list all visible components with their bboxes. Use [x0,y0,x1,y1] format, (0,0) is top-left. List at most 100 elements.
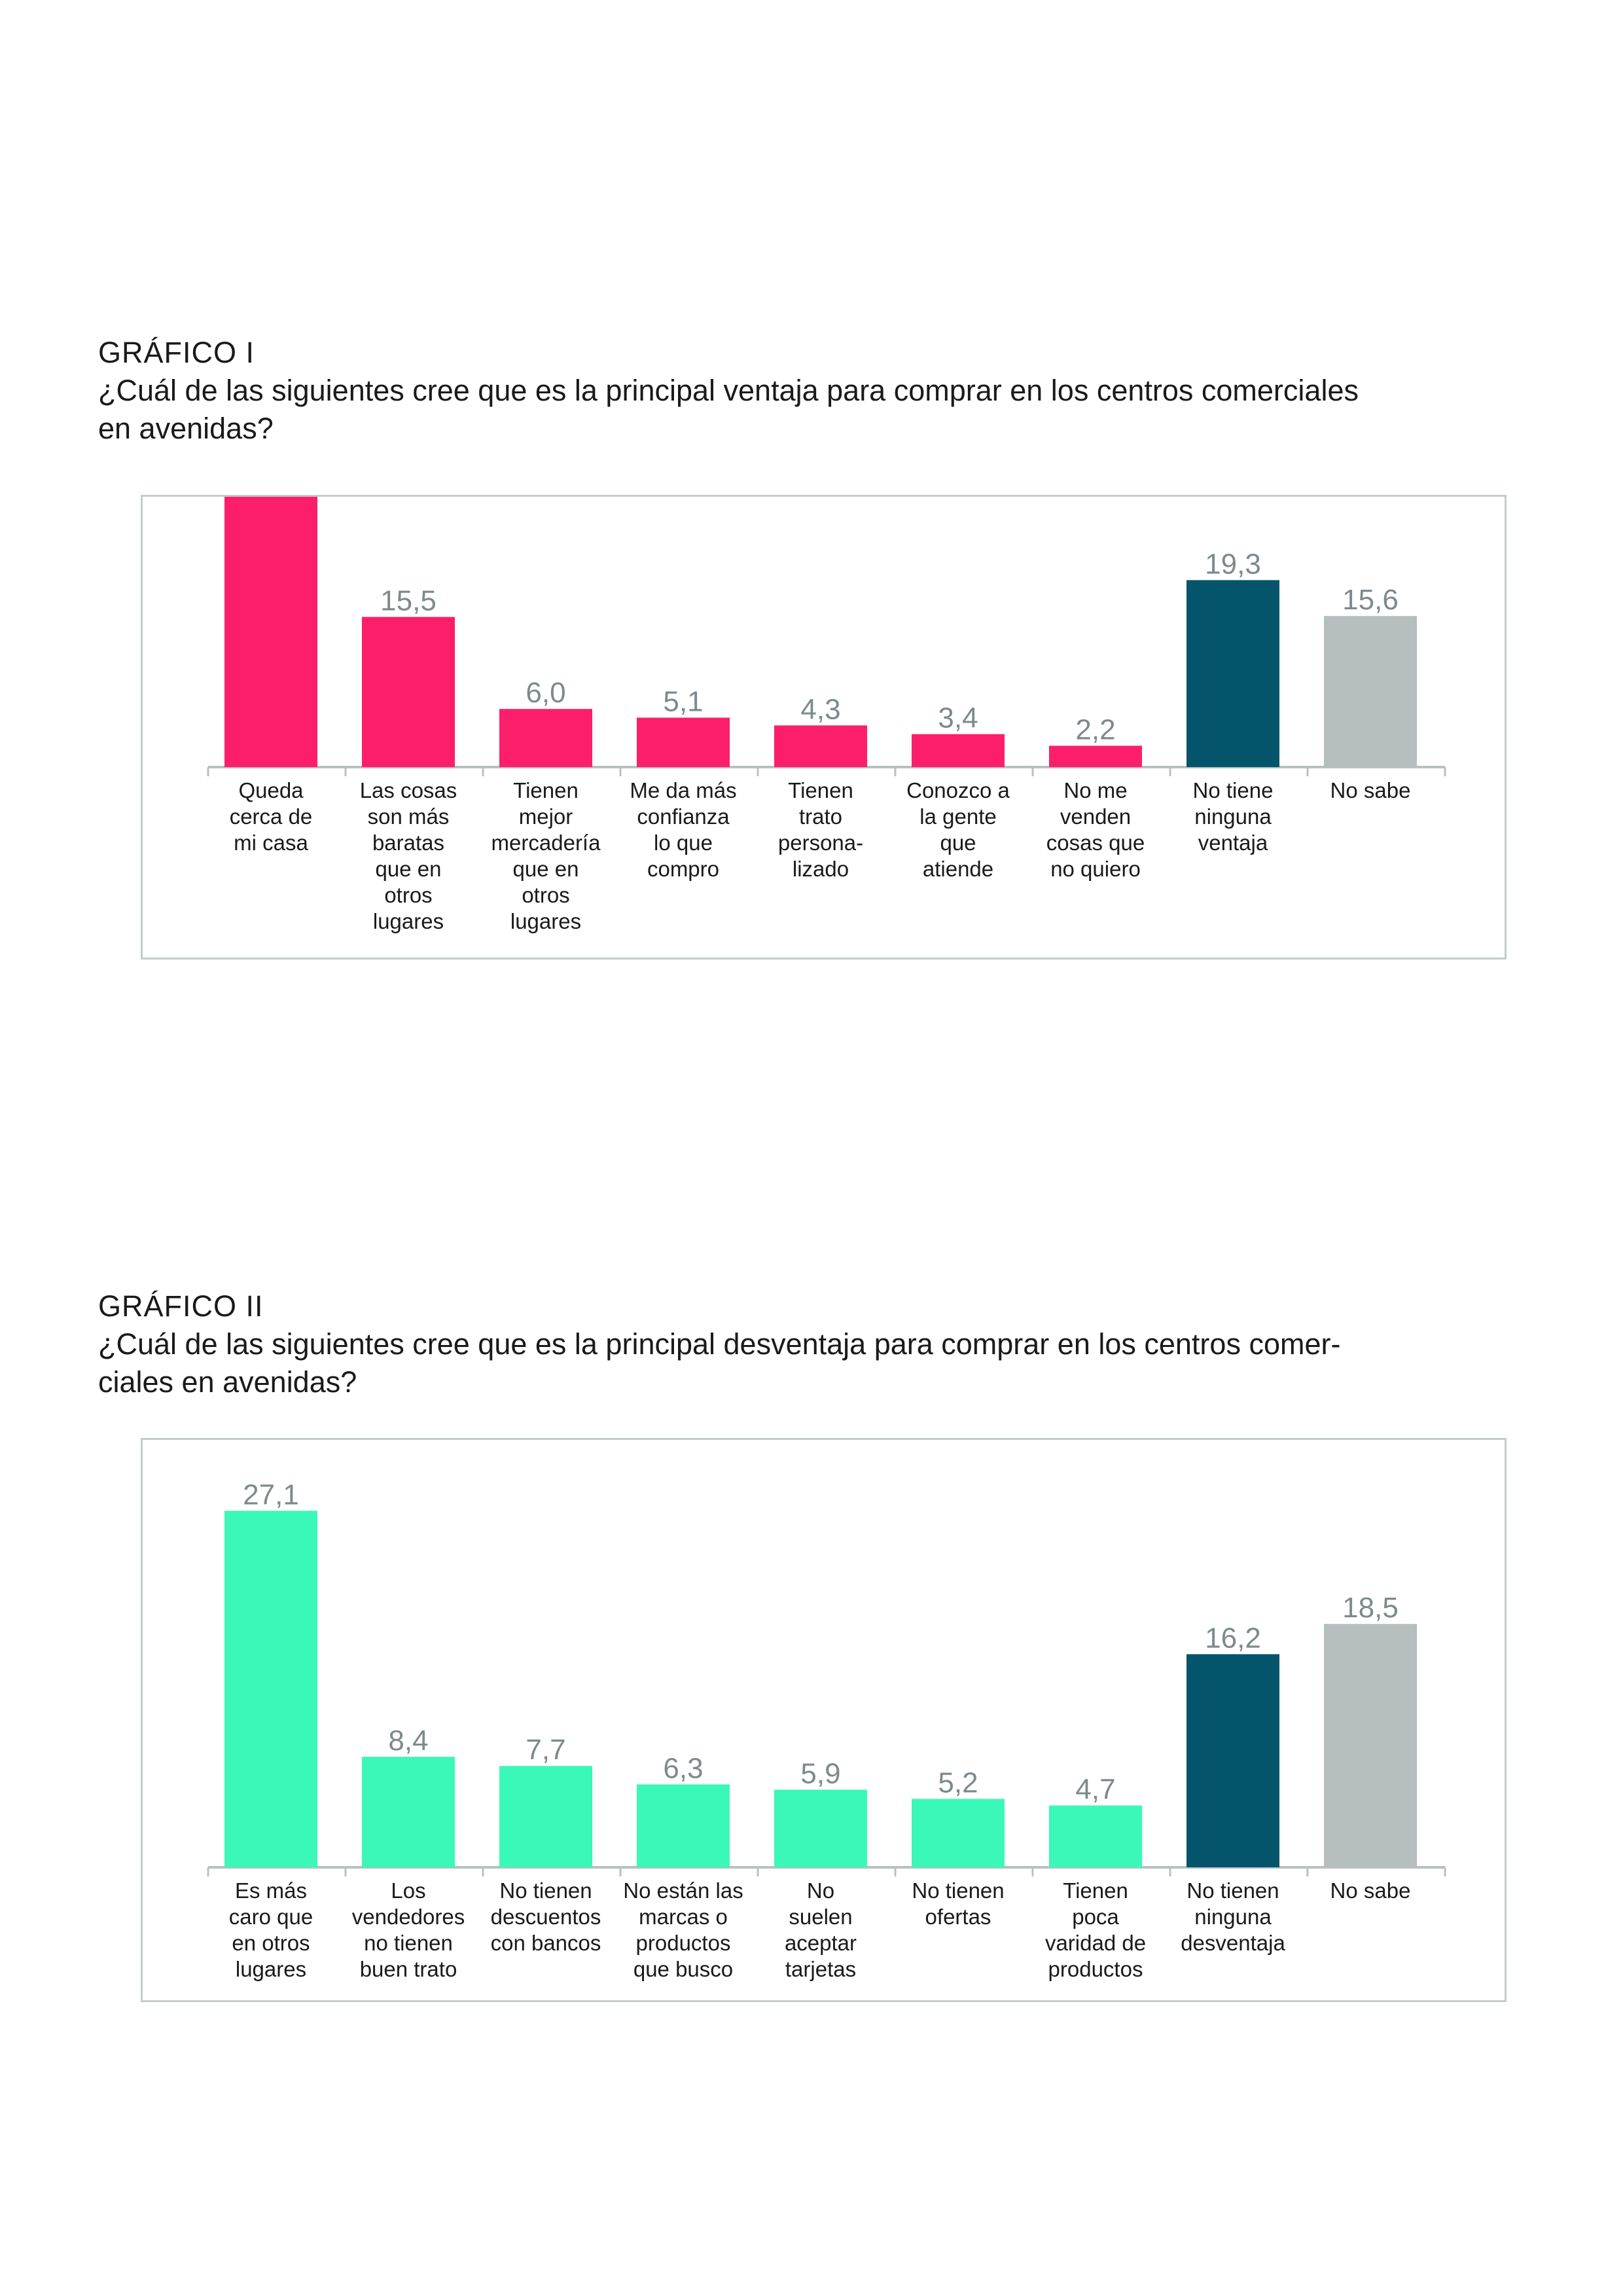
category-label: No tienen [499,1878,592,1903]
bar [224,497,317,767]
bar [362,617,455,767]
data-label: 19,3 [1205,548,1261,580]
bar [637,717,730,767]
bar [1186,580,1279,767]
category-label: No tienen [1186,1878,1279,1903]
category-label: Tienen [513,778,579,802]
category-label: productos [1048,1957,1143,1981]
category-label: la gente [919,804,996,829]
category-label: ninguna [1194,804,1272,829]
category-label: No me [1063,778,1127,802]
category-label: otros [522,883,569,907]
category-label: poca [1072,1905,1119,1929]
category-label: lizado [793,857,849,881]
category-label: compro [647,857,719,881]
category-label: ventaja [1198,831,1268,855]
category-label: no tienen [364,1931,453,1955]
category-label: ninguna [1194,1905,1272,1929]
category-label: No sabe [1330,778,1411,802]
category-label: que en [376,857,442,881]
bar [1049,1805,1142,1867]
category-label: Tienen [1063,1878,1128,1903]
category-label: no quiero [1050,857,1141,881]
category-label: atiende [923,857,993,881]
data-label: 6,0 [526,677,565,709]
category-label: que busco [633,1957,733,1981]
category-label: con bancos [491,1931,601,1955]
category-label: No sabe [1330,1878,1411,1903]
data-label: 15,5 [380,585,437,617]
data-label: 3,4 [938,702,978,734]
chart-number-label: GRÁFICO II [98,1289,264,1323]
category-label: marcas o [639,1905,728,1929]
category-label: Me da más [630,778,736,802]
bar [224,1511,317,1867]
bar [637,1784,730,1867]
category-label: cosas que [1046,831,1145,855]
category-label: otros [384,883,432,907]
category-label: que [940,831,976,855]
category-label: lugares [236,1957,306,1981]
category-label: No [807,1878,834,1903]
data-label: 2,2 [1075,713,1115,745]
category-label: son más [368,804,450,829]
data-label: 7,7 [526,1734,565,1766]
category-label: caro que [229,1905,313,1929]
category-label: que en [513,857,579,881]
data-label: 5,9 [800,1757,840,1789]
bar [1049,745,1142,767]
category-label: Es más [235,1878,307,1903]
category-label: desventaja [1181,1931,1285,1955]
category-label: lo que [654,831,713,855]
category-label: mi casa [234,831,308,855]
category-label: trato [799,804,842,829]
bar [362,1757,455,1867]
category-label: varidad de [1045,1931,1146,1955]
category-label: baratas [372,831,444,855]
data-label: 8,4 [388,1725,428,1757]
category-label: lugares [373,909,444,933]
data-label: 4,3 [800,693,840,725]
bar [912,1799,1005,1867]
category-label: persona- [778,831,863,855]
bar [774,1789,867,1867]
bar [499,709,592,767]
chart-caption: GRÁFICO I ¿Cuál de las siguientes cree q… [98,334,1538,448]
category-label: suelen [789,1905,852,1929]
chart-frame: 27,1 Es más caro que en otros lugares 8,4 Los v… [141,1438,1507,2002]
category-label: mercadería [491,831,601,855]
bar [774,725,867,767]
category-label: en otros [232,1931,310,1955]
bar [1186,1654,1279,1867]
data-label: 18,5 [1342,1592,1399,1624]
category-label: cerca de [230,804,313,829]
chart-question-line: ¿Cuál de las siguientes cree que es la p… [98,374,1359,407]
bar [1324,1624,1417,1867]
chart-question-line: ¿Cuál de las siguientes cree que es la p… [98,1327,1341,1361]
chart-question-line: en avenidas? [98,412,274,445]
chart-caption: GRÁFICO II ¿Cuál de las siguientes cree … [98,1287,1538,1401]
category-label: mejor [519,804,573,829]
category-label: ofertas [925,1905,991,1929]
category-label: productos [636,1931,731,1955]
category-label: buen trato [360,1957,457,1981]
data-label: 5,1 [663,686,703,718]
chart-question-line: ciales en avenidas? [98,1365,357,1399]
category-label: tarjetas [785,1957,856,1981]
category-label: Los [391,1878,425,1903]
category-label: confianza [637,804,730,829]
bar [1324,616,1417,767]
category-label: Queda [238,778,304,802]
category-label: venden [1060,804,1131,829]
data-label: 16,2 [1205,1622,1261,1654]
category-label: Conozco a [906,778,1010,802]
bar [912,734,1005,767]
category-label: No están las [623,1878,743,1903]
category-label: lugares [510,909,581,933]
category-label: descuentos [491,1905,601,1929]
chart-number-label: GRÁFICO I [98,336,255,369]
data-label: 27,1 [243,1479,299,1511]
